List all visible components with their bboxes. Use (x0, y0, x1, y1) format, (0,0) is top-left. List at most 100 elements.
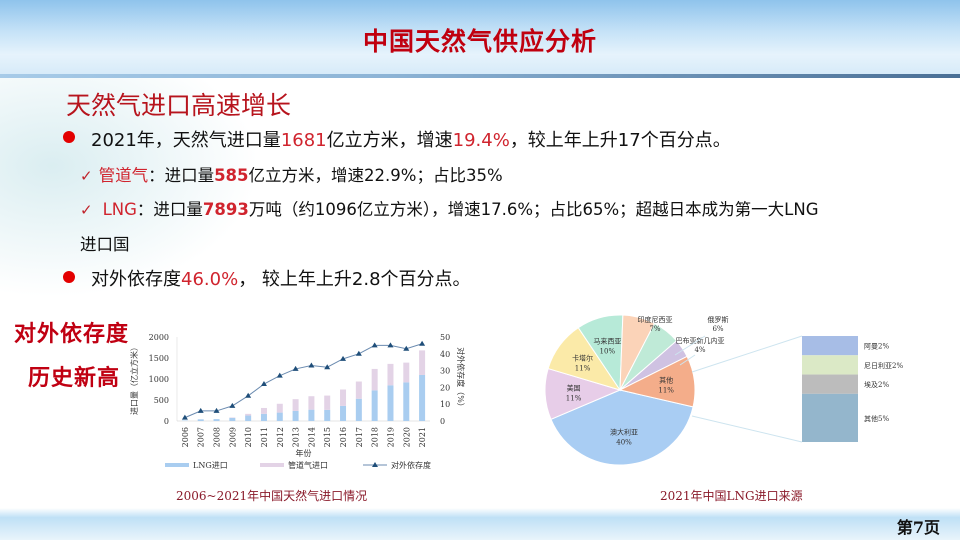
y2-axis-label: 对外依存度（%） (456, 347, 466, 411)
legend-dependency: 对外依存度 (391, 460, 431, 470)
lng-bar (355, 398, 362, 421)
pipeline-bar (340, 389, 347, 406)
y-tick-label: 2000 (149, 333, 169, 342)
x-tick-label: 2007 (197, 427, 206, 447)
lng-bar (229, 417, 236, 421)
y2-tick-label: 20 (440, 383, 450, 392)
triangle-marker-icon (229, 402, 236, 408)
y-tick-label: 0 (164, 417, 169, 426)
x-tick-label: 2012 (276, 427, 285, 447)
sub-bullet-lng: ✓ LNG：进口量7893万吨（约1096亿立方米），增速17.6%；占比65%；… (80, 196, 819, 220)
y-tick-label: 1500 (149, 354, 169, 363)
pipeline-bar (276, 403, 283, 413)
pipeline-bar (403, 362, 410, 383)
pie-label: 巴布亚新几内亚 (676, 336, 725, 345)
y2-tick-label: 0 (440, 417, 445, 426)
pie-value: 11% (575, 364, 591, 372)
breakdown-segment (802, 355, 858, 375)
triangle-marker-icon (181, 414, 188, 420)
lng-bar (340, 405, 347, 421)
pie-label: 美国 (567, 384, 581, 393)
y2-tick-label: 10 (440, 400, 450, 409)
y-tick-label: 500 (154, 396, 169, 405)
page-number: 第7页 (896, 518, 940, 537)
x-tick-label: 2010 (244, 427, 253, 447)
text: ：进口量 (148, 166, 215, 185)
breakdown-label: 阿曼2% (864, 342, 889, 351)
triangle-marker-icon (372, 462, 378, 467)
import-bar-chart: 0 500 1000 1500 2000 0 10 20 30 40 50 进口量（亿立方米） 对外依存… (129, 333, 466, 470)
side-note-line1: 对外依存度 (14, 321, 130, 347)
lng-bar (197, 419, 204, 421)
breakdown-label: 埃及2% (864, 380, 889, 389)
checkmark-icon: ✓ (80, 201, 93, 219)
triangle-marker-icon (324, 364, 331, 370)
lng-bar (403, 382, 410, 421)
left-chart-caption: 2006~2021年中国天然气进口情况 (176, 489, 368, 503)
x-axis-label: 年份 (296, 448, 312, 458)
red-dot-icon (63, 131, 75, 143)
y2-tick-label: 40 (440, 350, 450, 359)
lng-bar (308, 409, 315, 421)
text: 亿立方米，增速 (326, 130, 453, 151)
x-tick-label: 2011 (260, 427, 269, 447)
bullet-import-volume: 2021年，天然气进口量1681亿立方米，增速19.4%，较上年上升17个百分点… (91, 126, 731, 152)
text: 亿立方米，增速22.9%；占比35% (248, 166, 503, 185)
pie-label: 澳大利亚 (610, 427, 638, 436)
sub-bullet-pipeline: ✓ 管道气：进口量585亿立方米，增速22.9%；占比35% (80, 162, 503, 186)
x-tick-label: 2021 (418, 427, 427, 447)
text: ：进口量 (136, 200, 203, 219)
triangle-marker-icon (213, 407, 220, 413)
section-subtitle: 天然气进口高速增长 (66, 91, 292, 120)
triangle-marker-icon (260, 381, 267, 387)
lng-bar (276, 412, 283, 421)
bullet-dependency: 对外依存度46.0%， 较上年上升2.8个百分点。 (91, 265, 471, 291)
x-tick-label: 2020 (402, 427, 411, 447)
x-tick-label: 2019 (386, 427, 395, 447)
pipeline-bar (260, 407, 267, 414)
pie-slice (618, 355, 696, 408)
pie-value: 10% (600, 347, 616, 355)
pipeline-bar (324, 395, 331, 410)
legend-lng: LNG进口 (193, 461, 228, 470)
pie-slice (550, 389, 694, 466)
lng-bar (371, 390, 378, 421)
breakdown-segment (802, 374, 858, 394)
pie-label: 卡塔尔 (572, 353, 593, 362)
triangle-marker-icon (340, 355, 347, 361)
growth-rate-value: 19.4% (452, 130, 510, 151)
slide-title: 中国天然气供应分析 (362, 27, 597, 56)
triangle-marker-icon (355, 350, 362, 356)
x-tick-label: 2013 (292, 427, 301, 447)
y-axis-label: 进口量（亿立方米） (129, 343, 139, 415)
background-decoration (0, 78, 260, 298)
text: 对外依存度 (91, 269, 181, 290)
breakdown-segment (802, 336, 858, 356)
sub-bullet-lng-cont: 进口国 (80, 235, 130, 254)
lng-bar (292, 410, 299, 421)
pie-label: 俄罗斯 (708, 315, 729, 324)
lng-bar (245, 415, 252, 421)
x-tick-label: 2006 (181, 427, 190, 447)
triangle-marker-icon (371, 342, 378, 348)
pie-label: 马来西亚 (593, 337, 621, 345)
pie-value: 4% (694, 346, 705, 354)
dependency-line (184, 343, 423, 419)
x-tick-label: 2014 (307, 427, 316, 447)
right-chart-caption: 2021年中国LNG进口来源 (660, 489, 803, 503)
text: 万吨（约1096亿立方米），增速17.6%；占比65%；超越日本成为第一大LNG (248, 200, 819, 219)
import-volume-value: 1681 (280, 130, 327, 151)
lng-bar (213, 419, 220, 421)
red-dot-icon (63, 271, 75, 283)
pie-label: 其他 (659, 375, 673, 384)
triangle-marker-icon (308, 362, 315, 368)
lng-bar (387, 385, 394, 421)
slide-header (0, 0, 960, 78)
lng-bar (419, 374, 426, 421)
pipeline-bar (355, 381, 362, 399)
x-tick-label: 2018 (371, 427, 380, 447)
pipeline-bar (371, 368, 378, 391)
pipeline-label: 管道气 (98, 166, 149, 185)
x-tick-label: 2015 (323, 427, 332, 447)
